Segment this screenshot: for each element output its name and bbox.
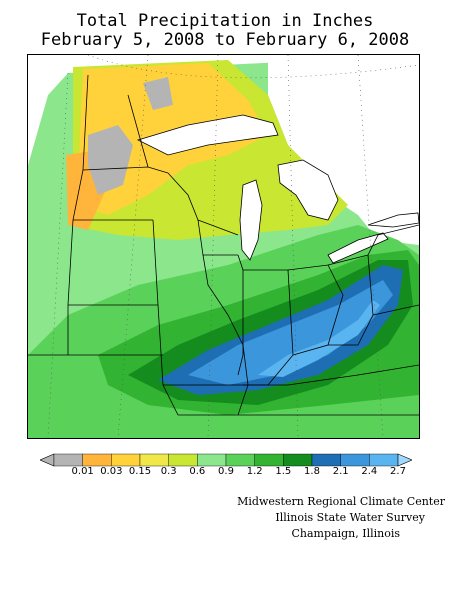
legend-swatch (168, 453, 198, 467)
legend-labels: 0.01 0.03 0.15 0.3 0.6 0.9 1.2 1.5 1.8 2.1 2.4 2.7 (0, 466, 450, 480)
legend-swatch (340, 453, 370, 467)
legend-tick-label: 2.1 (332, 466, 349, 477)
legend-swatch (283, 453, 313, 467)
region-gray-west (88, 125, 133, 195)
legend-tick-label: 0.03 (100, 466, 123, 477)
legend-tick-label: 2.4 (361, 466, 378, 477)
credit-organization: Midwestern Regional Climate Center (237, 495, 445, 508)
lake-erie (327, 232, 389, 264)
lake-superior (136, 114, 279, 156)
legend-tick-label: 2.7 (390, 466, 406, 477)
graticule (47, 55, 419, 438)
legend-colorbar (40, 453, 412, 467)
legend-tick-label: 0.6 (189, 466, 206, 477)
legend-tick-label: 1.8 (304, 466, 320, 477)
credit-location: Champaign, Illinois (291, 527, 401, 540)
state-borders (28, 74, 419, 416)
legend-below-arrow (40, 453, 55, 467)
precipitation-map (27, 54, 420, 439)
map-svg (28, 55, 419, 438)
legend-swatch (111, 453, 141, 467)
legend-swatch (254, 453, 284, 467)
legend-swatch (225, 453, 255, 467)
credit-survey: Illinois State Water Survey (275, 511, 425, 524)
legend-swatch (82, 453, 112, 467)
map-title: Total Precipitation in Inches (76, 11, 374, 31)
legend-tick-label: 0.9 (218, 466, 234, 477)
legend-swatch (53, 453, 83, 467)
region-light-blue (258, 300, 380, 377)
map-date-range: February 5, 2008 to February 6, 2008 (40, 30, 410, 50)
legend-swatch (139, 453, 169, 467)
region-light-green-west (48, 230, 123, 315)
legend-tick-label: 1.5 (275, 466, 292, 477)
outside-projection-canada (268, 55, 419, 245)
legend-swatch (369, 453, 399, 467)
legend-tick-label: 0.15 (128, 466, 152, 477)
legend-above-arrow (397, 453, 412, 467)
legend-swatch (197, 453, 227, 467)
region-gray-north (143, 77, 173, 110)
lake-ontario (367, 212, 419, 228)
outside-projection-top-left (28, 55, 78, 165)
legend-tick-label: 1.2 (246, 466, 263, 477)
legend-swatch (311, 453, 341, 467)
lake-michigan (239, 179, 263, 261)
legend-tick-label: 0.3 (160, 466, 177, 477)
lake-huron (277, 159, 339, 221)
legend-tick-label: 0.01 (71, 466, 94, 477)
region-blue (188, 280, 393, 385)
